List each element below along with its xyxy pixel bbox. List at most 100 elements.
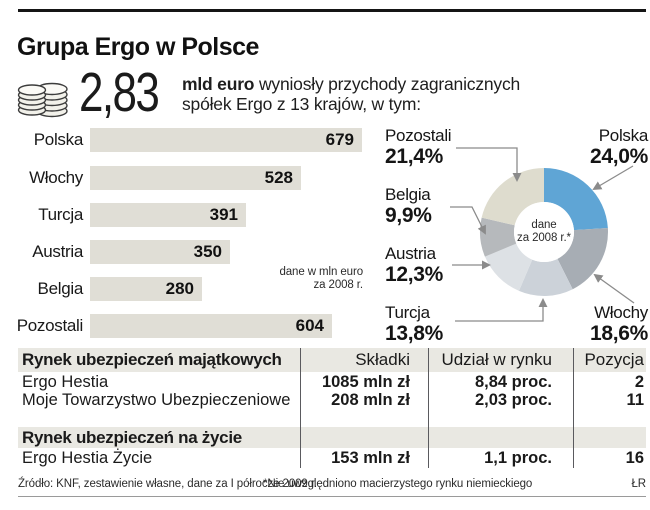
donut-label-pct: 18,6% [589,322,648,345]
donut-slice-turcja [518,258,573,297]
table-col-header-skladki: Składki [355,350,410,369]
donut-label-pct: 21,4% [385,145,444,168]
bar-value: 280 [165,279,194,298]
bottom-rule [18,496,646,497]
donut-label-pct: 13,8% [385,322,444,345]
bar-row-belgia: Belgia 280 [0,277,372,301]
bar-row-turcja: Turcja 391 [0,203,372,227]
lead-line-2: spółek Ergo z 13 krajów, w tym: [182,93,421,114]
leader-line-polska [592,165,634,190]
bar-turcja: 391 [90,203,246,227]
donut-label-pozostali: Pozostali 21,4% [385,126,452,169]
donut-label-name: Turcja [385,303,430,322]
column-divider [300,348,301,468]
bar-value: 528 [264,168,293,187]
bar-chart-note: dane w mln euro za 2008 r. [240,266,363,292]
donut-label-name: Pozostali [385,126,452,145]
table-col-header-pozycja: Pozycja [584,350,644,369]
donut-label-pct: 24,0% [589,145,648,168]
cell-udzial: 1,1 proc. [484,449,552,467]
table-section-title: Rynek ubezpieczeń na życie [22,428,242,447]
donut-slice-belgia [480,217,517,257]
page-title: Grupa Ergo w Polsce [17,33,259,61]
donut-slice-polska [544,168,608,231]
column-divider [573,348,574,468]
bar-category-label: Austria [32,242,83,261]
donut-label-turcja: Turcja 13,8% [385,303,444,346]
cell-skladki: 153 mln zł [331,449,410,467]
donut-center-line-2: za 2008 r.* [517,232,571,244]
leader-line-pozostali [456,147,522,182]
bar-note-line-1: dane w mln euro [279,266,363,278]
lead-text: mld euro wyniosły przychody zagranicznyc… [182,74,521,114]
donut-label-name: Włochy [594,303,648,322]
donut-slice-austria [484,243,533,291]
cell-udzial: 8,84 proc. [474,373,552,391]
donut-chart [450,147,635,322]
bar-category-label: Polska [33,130,84,149]
donut-label-pct: 9,9% [385,204,432,227]
donut-center-line-1: dane [531,219,557,231]
donut-label-name: Austria [385,244,436,263]
table-col-header-udzial: Udział w rynku [441,350,552,369]
bar-value: 679 [325,130,354,149]
table-header-row: Rynek ubezpieczeń majątkowych Składki Ud… [18,348,646,372]
lead-line-1-rest: wyniosły przychody zagranicznych [254,74,521,94]
donut-label-pct: 12,3% [385,263,444,286]
company-name: Ergo Hestia [22,373,109,391]
coins-icon [17,82,68,118]
top-rule [18,9,646,12]
donut-label-polska: Polska 24,0% [558,126,649,169]
table-section-title: Rynek ubezpieczeń majątkowych [22,350,282,369]
bar-row-polska: Polska 679 [0,128,372,152]
source-note: Źródło: KNF, zestawienie własne, dane za… [18,478,318,490]
bar-wlochy: 528 [90,166,301,190]
table-row: Ergo Hestia 1085 mln zł 8,84 proc. 2 [18,373,646,391]
cell-skladki: 208 mln zł [331,391,410,409]
bar-austria: 350 [90,240,230,264]
bar-value: 604 [295,316,324,335]
headline-figure: 2,83 [79,61,160,123]
bar-category-label: Turcja [38,205,83,224]
leader-line-belgia [450,206,486,235]
bar-value: 350 [193,242,222,261]
bar-category-label: Włochy [29,168,83,187]
donut-label-belgia: Belgia 9,9% [385,185,432,228]
donut-label-name: Belgia [385,185,431,204]
lead-unit: mld euro [182,74,255,94]
leader-line-turcja [455,298,548,322]
donut-label-wlochy: Włochy 18,6% [556,303,648,346]
cell-pozycja: 2 [634,373,644,391]
donut-slice-włochy [557,227,608,290]
bar-polska: 679 [90,128,362,152]
cell-skladki: 1085 mln zł [321,373,410,391]
author-credit: ŁR [631,478,646,490]
donut-label-austria: Austria 12,3% [385,244,444,287]
company-name: Moje Towarzystwo Ubezpieczeniowe [22,391,291,409]
table-row: Ergo Hestia Życie 153 mln zł 1,1 proc. 1… [18,449,646,467]
column-divider [428,348,429,468]
donut-label-name: Polska [598,126,649,145]
bar-belgia: 280 [90,277,202,301]
lead-line-1: mld euro wyniosły przychody zagranicznyc… [182,74,521,95]
bar-value: 391 [209,205,238,224]
market-table: Rynek ubezpieczeń majątkowych Składki Ud… [18,348,646,468]
donut-slice-pozostali [481,168,544,226]
company-name: Ergo Hestia Życie [22,449,153,467]
donut-center-note: dane za 2008 r.* [496,219,592,245]
donut-hole [514,202,574,262]
table-row: Moje Towarzystwo Ubezpieczeniowe 208 mln… [18,391,646,409]
cell-pozycja: 16 [625,449,644,467]
bar-category-label: Pozostali [16,316,84,335]
cell-pozycja: 11 [626,391,644,409]
leader-line-wlochy [593,273,635,304]
bar-category-label: Belgia [37,279,84,298]
bar-row-wlochy: Włochy 528 [0,166,372,190]
table-section-header-row: Rynek ubezpieczeń na życie [18,427,646,448]
asterisk-footnote: *Nie uwzględniono macierzystego rynku ni… [263,478,533,490]
bar-row-pozostali: Pozostali 604 [0,314,372,338]
bar-row-austria: Austria 350 [0,240,372,264]
bar-pozostali: 604 [90,314,332,338]
cell-udzial: 2,03 proc. [474,391,552,409]
